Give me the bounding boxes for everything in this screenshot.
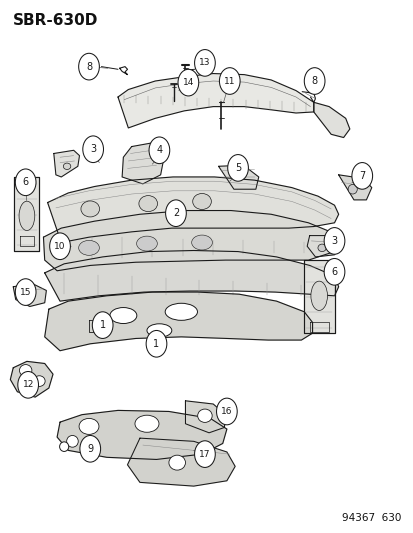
Text: 2: 2	[172, 208, 179, 218]
Text: 3: 3	[90, 144, 96, 154]
Ellipse shape	[33, 376, 45, 386]
Circle shape	[18, 372, 38, 398]
Circle shape	[50, 233, 70, 260]
Text: 8: 8	[86, 62, 92, 71]
Polygon shape	[185, 401, 225, 433]
Text: 4: 4	[156, 146, 162, 155]
Text: 1: 1	[153, 339, 159, 349]
Ellipse shape	[347, 184, 356, 194]
Ellipse shape	[138, 196, 157, 212]
Circle shape	[83, 136, 103, 163]
Polygon shape	[127, 438, 235, 486]
Circle shape	[351, 163, 372, 189]
Text: 14: 14	[182, 78, 194, 87]
Circle shape	[194, 441, 215, 467]
Ellipse shape	[191, 235, 212, 250]
Circle shape	[149, 137, 169, 164]
Polygon shape	[10, 361, 53, 397]
Text: 15: 15	[20, 288, 31, 296]
Circle shape	[146, 330, 166, 357]
Polygon shape	[122, 143, 164, 184]
Polygon shape	[45, 292, 312, 351]
Text: 6: 6	[23, 177, 28, 187]
Text: 6: 6	[331, 267, 337, 277]
Polygon shape	[306, 236, 341, 257]
Polygon shape	[338, 175, 371, 200]
Ellipse shape	[66, 435, 78, 447]
Polygon shape	[13, 284, 46, 306]
Text: 11: 11	[223, 77, 235, 85]
Ellipse shape	[147, 324, 171, 337]
Circle shape	[78, 53, 99, 80]
Ellipse shape	[79, 418, 99, 434]
Text: 16: 16	[221, 407, 232, 416]
Ellipse shape	[197, 409, 212, 422]
Polygon shape	[313, 102, 349, 138]
Ellipse shape	[81, 201, 100, 217]
Polygon shape	[14, 177, 39, 251]
Polygon shape	[43, 211, 338, 271]
Polygon shape	[54, 150, 79, 177]
Ellipse shape	[165, 303, 197, 320]
Circle shape	[227, 155, 248, 181]
Text: 3: 3	[331, 236, 337, 246]
Circle shape	[80, 435, 100, 462]
Text: 17: 17	[199, 450, 210, 458]
Ellipse shape	[19, 365, 32, 376]
Text: 8: 8	[311, 76, 317, 86]
Ellipse shape	[169, 455, 185, 470]
Text: 9: 9	[87, 444, 93, 454]
Circle shape	[165, 200, 186, 227]
Polygon shape	[45, 251, 338, 301]
Ellipse shape	[19, 201, 35, 231]
Polygon shape	[118, 74, 313, 128]
Polygon shape	[57, 410, 226, 459]
Circle shape	[92, 312, 113, 338]
Circle shape	[219, 68, 240, 94]
Text: 12: 12	[22, 381, 34, 389]
Circle shape	[178, 69, 198, 96]
Polygon shape	[218, 165, 258, 189]
Circle shape	[15, 279, 36, 305]
Circle shape	[304, 68, 324, 94]
Text: 5: 5	[234, 163, 241, 173]
Polygon shape	[47, 177, 338, 243]
Circle shape	[323, 228, 344, 254]
Ellipse shape	[317, 244, 325, 252]
Circle shape	[15, 169, 36, 196]
Ellipse shape	[192, 193, 211, 209]
Ellipse shape	[78, 240, 99, 255]
Text: SBR-630D: SBR-630D	[12, 13, 97, 28]
Ellipse shape	[109, 308, 136, 324]
Text: 10: 10	[54, 242, 66, 251]
Ellipse shape	[63, 163, 71, 169]
Text: 7: 7	[358, 171, 365, 181]
Circle shape	[194, 50, 215, 76]
Polygon shape	[304, 260, 334, 333]
Text: 1: 1	[100, 320, 105, 330]
Ellipse shape	[59, 442, 69, 451]
Ellipse shape	[310, 281, 327, 310]
Ellipse shape	[136, 236, 157, 251]
Circle shape	[216, 398, 237, 425]
Text: 13: 13	[199, 59, 210, 67]
Text: 94367  630: 94367 630	[342, 513, 401, 523]
Ellipse shape	[135, 415, 159, 432]
Circle shape	[323, 259, 344, 285]
